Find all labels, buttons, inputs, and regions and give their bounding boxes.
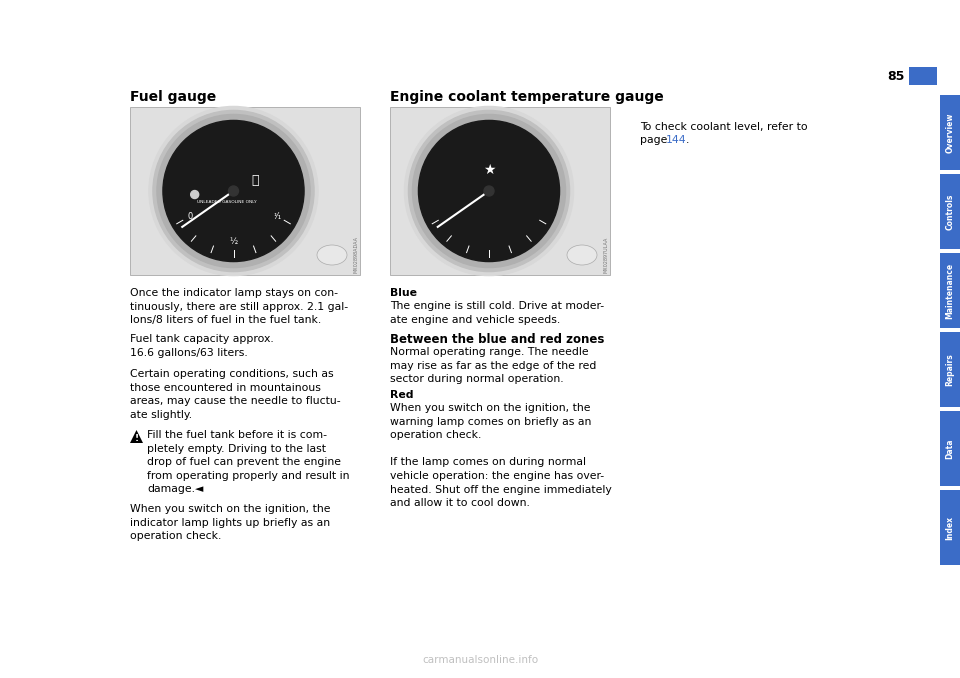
- Text: Overview: Overview: [946, 113, 954, 153]
- Circle shape: [149, 106, 318, 275]
- Text: Red: Red: [390, 390, 414, 400]
- Text: carmanualsonline.info: carmanualsonline.info: [422, 655, 538, 665]
- Circle shape: [404, 106, 573, 275]
- Bar: [940, 174, 960, 249]
- Circle shape: [228, 186, 238, 196]
- Circle shape: [419, 121, 560, 262]
- Text: The engine is still cold. Drive at moder-
ate engine and vehicle speeds.: The engine is still cold. Drive at moder…: [390, 301, 604, 325]
- Circle shape: [413, 115, 565, 268]
- Text: !: !: [134, 434, 138, 443]
- Ellipse shape: [567, 245, 597, 265]
- Text: Controls: Controls: [946, 193, 954, 230]
- Text: page: page: [640, 135, 671, 145]
- Circle shape: [163, 121, 304, 262]
- Text: ★: ★: [483, 163, 495, 177]
- Text: Engine coolant temperature gauge: Engine coolant temperature gauge: [390, 90, 663, 104]
- Bar: [940, 490, 960, 565]
- Bar: [940, 411, 960, 486]
- Polygon shape: [130, 430, 143, 443]
- Text: Fuel tank capacity approx.
16.6 gallons/63 liters.: Fuel tank capacity approx. 16.6 gallons/…: [130, 334, 274, 357]
- Text: Fuel gauge: Fuel gauge: [130, 90, 216, 104]
- Circle shape: [191, 191, 199, 199]
- Text: Fill the fuel tank before it is com-
pletely empty. Driving to the last
drop of : Fill the fuel tank before it is com- ple…: [147, 430, 349, 494]
- Text: UNLEADED GASOLINE ONLY: UNLEADED GASOLINE ONLY: [197, 199, 256, 203]
- Text: 85: 85: [888, 70, 905, 83]
- Text: Data: Data: [946, 438, 954, 459]
- Text: Maintenance: Maintenance: [946, 262, 954, 319]
- Ellipse shape: [317, 245, 347, 265]
- Text: ⛽: ⛽: [251, 174, 258, 187]
- Text: Once the indicator lamp stays on con-
tinuously, there are still approx. 2.1 gal: Once the indicator lamp stays on con- ti…: [130, 288, 348, 325]
- Text: ¹⁄₁: ¹⁄₁: [274, 212, 281, 221]
- Circle shape: [484, 186, 494, 196]
- Text: When you switch on the ignition, the
indicator lamp lights up briefly as an
oper: When you switch on the ignition, the ind…: [130, 504, 330, 541]
- Text: MX02898ADAA: MX02898ADAA: [353, 236, 358, 273]
- Text: 0: 0: [187, 212, 192, 221]
- Circle shape: [408, 111, 569, 272]
- Text: ½: ½: [229, 237, 237, 246]
- Text: Index: Index: [946, 515, 954, 540]
- Bar: [940, 332, 960, 407]
- Text: When you switch on the ignition, the
warning lamp comes on briefly as an
operati: When you switch on the ignition, the war…: [390, 403, 612, 508]
- Text: To check coolant level, refer to: To check coolant level, refer to: [640, 122, 807, 132]
- Text: Normal operating range. The needle
may rise as far as the edge of the red
sector: Normal operating range. The needle may r…: [390, 347, 596, 384]
- Circle shape: [153, 111, 314, 272]
- Text: 144: 144: [666, 135, 686, 145]
- FancyBboxPatch shape: [390, 107, 610, 275]
- Text: Certain operating conditions, such as
those encountered in mountainous
areas, ma: Certain operating conditions, such as th…: [130, 369, 341, 420]
- Text: Between the blue and red zones: Between the blue and red zones: [390, 333, 605, 346]
- Text: MX02897ULAA: MX02897ULAA: [603, 237, 608, 273]
- Bar: [909, 67, 937, 85]
- Text: .: .: [686, 135, 689, 145]
- Bar: [940, 253, 960, 328]
- FancyBboxPatch shape: [130, 107, 360, 275]
- Circle shape: [156, 115, 310, 268]
- Text: Repairs: Repairs: [946, 353, 954, 386]
- Bar: [940, 95, 960, 170]
- Text: Blue: Blue: [390, 288, 417, 298]
